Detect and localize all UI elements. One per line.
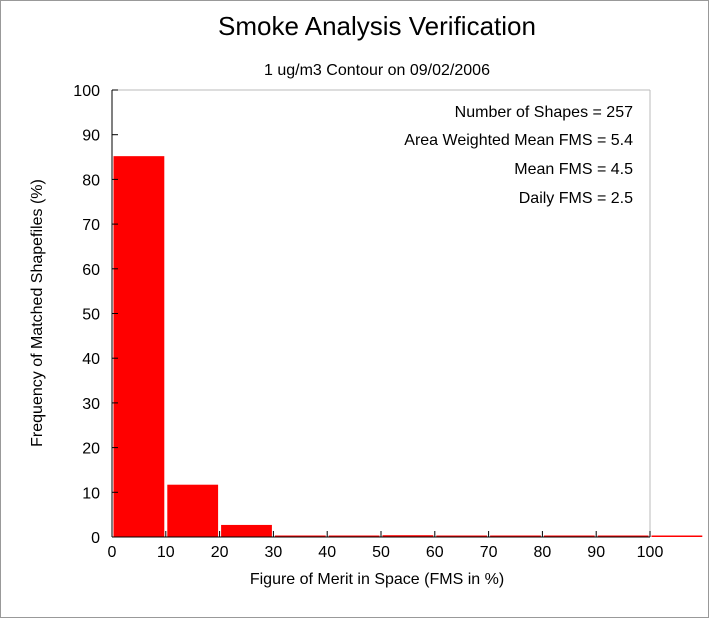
histogram-bar-50-60 — [382, 535, 434, 537]
y-tick-label: 50 — [82, 307, 100, 324]
x-axis-label: Figure of Merit in Space (FMS in %) — [250, 571, 504, 588]
y-axis-label: Frequency of Matched Shapefiles (%) — [29, 179, 46, 447]
bars-group — [113, 156, 703, 537]
y-ticks-group: 0 10 20 30 40 50 60 70 80 90 100 — [73, 83, 118, 547]
y-tick-label: 30 — [82, 396, 100, 413]
x-tick-label: 80 — [534, 544, 552, 561]
x-tick-label: 40 — [318, 544, 336, 561]
chart-subtitle: 1 ug/m3 Contour on 09/02/2006 — [264, 62, 490, 79]
y-tick-label: 100 — [73, 83, 100, 100]
histogram-bar-40-50 — [328, 535, 380, 537]
histogram-bar-60-70 — [436, 535, 488, 537]
y-tick-label: 0 — [91, 530, 100, 547]
stat-number-of-shapes: Number of Shapes = 257 — [455, 104, 633, 121]
y-tick-label: 80 — [82, 172, 100, 189]
histogram-bar-20-30 — [221, 524, 272, 537]
histogram-bar-80-90 — [543, 535, 595, 537]
x-tick-label: 50 — [372, 544, 390, 561]
y-tick-label: 90 — [82, 128, 100, 145]
histogram-bar-70-80 — [490, 535, 541, 537]
x-tick-label: 0 — [108, 544, 117, 561]
y-tick-label: 40 — [82, 351, 100, 368]
stat-area-weighted-mean-fms: Area Weighted Mean FMS = 5.4 — [404, 132, 633, 149]
histogram-bar-90-100 — [597, 535, 649, 537]
y-tick-label: 60 — [82, 262, 100, 279]
stats-annotations: Number of Shapes = 257 Area Weighted Mea… — [404, 104, 633, 207]
x-tick-label: 20 — [211, 544, 229, 561]
y-tick-label: 70 — [82, 217, 100, 234]
y-tick-label: 10 — [82, 485, 100, 502]
x-tick-label: 30 — [265, 544, 283, 561]
stat-mean-fms: Mean FMS = 4.5 — [514, 161, 633, 178]
chart-title: Smoke Analysis Verification — [218, 11, 536, 41]
x-tick-label: 60 — [426, 544, 444, 561]
histogram-bar-100-110 — [651, 535, 703, 537]
histogram-bar-30-40 — [274, 535, 326, 537]
x-tick-label: 100 — [637, 544, 664, 561]
x-tick-label: 90 — [587, 544, 605, 561]
histogram-bar-0-10 — [113, 156, 165, 537]
x-tick-label: 10 — [157, 544, 175, 561]
histogram-bar-10-20 — [167, 484, 219, 537]
y-tick-label: 20 — [82, 441, 100, 458]
stat-daily-fms: Daily FMS = 2.5 — [519, 190, 633, 207]
x-tick-label: 70 — [480, 544, 498, 561]
x-ticks-group: 0 10 20 30 40 50 60 70 80 90 100 — [108, 531, 664, 561]
